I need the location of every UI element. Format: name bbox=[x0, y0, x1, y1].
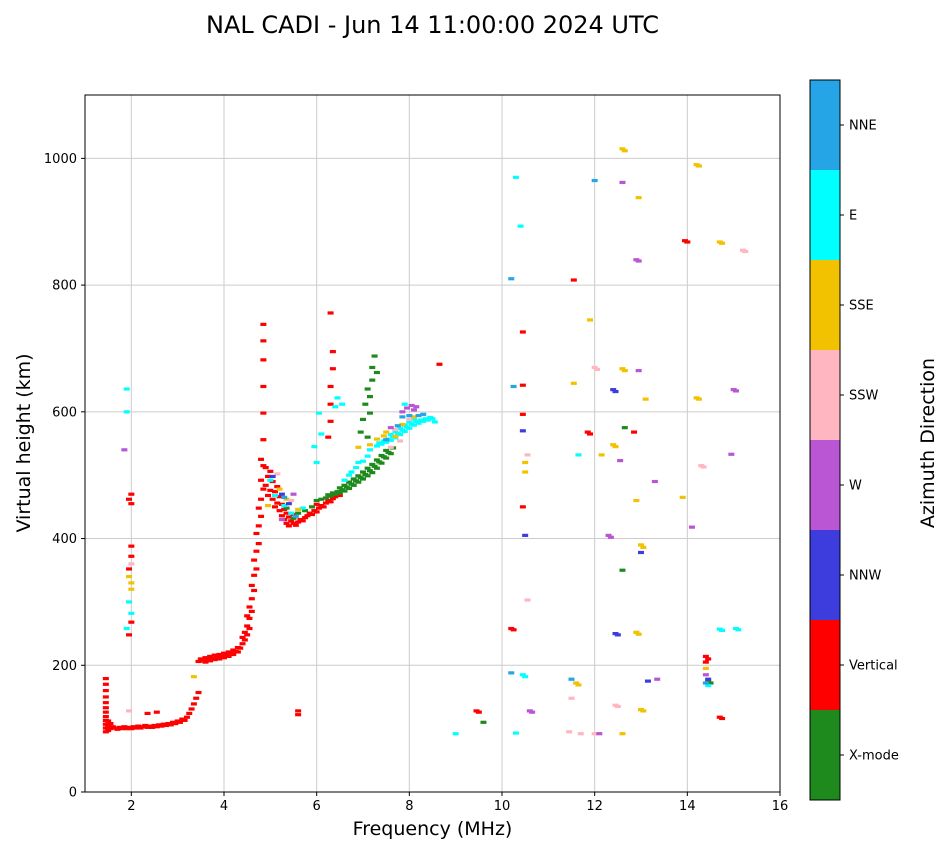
plot-frame bbox=[84, 94, 781, 793]
svg-text:14: 14 bbox=[679, 799, 696, 814]
svg-text:12: 12 bbox=[586, 799, 603, 814]
svg-text:SSE: SSE bbox=[849, 299, 874, 314]
series-nne bbox=[281, 178, 709, 685]
series-sse bbox=[126, 147, 726, 736]
svg-text:800: 800 bbox=[52, 279, 77, 294]
svg-text:E: E bbox=[849, 209, 857, 224]
series-ssw bbox=[126, 248, 749, 736]
series-vertical bbox=[102, 239, 726, 734]
svg-text:SSW: SSW bbox=[849, 389, 879, 404]
svg-text:4: 4 bbox=[220, 799, 228, 814]
chart-title: NAL CADI - Jun 14 11:00:00 2024 UTC bbox=[205, 11, 660, 39]
y-axis-ticks: 0 200 400 600 800 1000 bbox=[44, 152, 85, 801]
series-e bbox=[123, 175, 742, 736]
azimuth-colorbar: NNE E SSE SSW W NNW Vertical X-mode bbox=[809, 79, 899, 801]
svg-text:1000: 1000 bbox=[44, 152, 77, 167]
x-axis-label: Frequency (MHz) bbox=[352, 818, 513, 840]
svg-text:200: 200 bbox=[52, 659, 77, 674]
svg-text:400: 400 bbox=[52, 532, 77, 547]
svg-text:6: 6 bbox=[313, 799, 321, 814]
svg-text:600: 600 bbox=[52, 405, 77, 420]
svg-text:NNW: NNW bbox=[849, 569, 881, 584]
grid-lines bbox=[85, 95, 781, 793]
svg-text:X-mode: X-mode bbox=[849, 749, 899, 764]
svg-text:W: W bbox=[849, 479, 862, 494]
series-x-mode bbox=[283, 354, 714, 724]
svg-text:0: 0 bbox=[69, 786, 77, 801]
x-axis-ticks: 2 4 6 8 10 12 14 16 bbox=[127, 792, 788, 814]
svg-text:2: 2 bbox=[127, 799, 135, 814]
svg-text:8: 8 bbox=[405, 799, 413, 814]
series-nnw bbox=[269, 388, 712, 683]
series-w bbox=[121, 180, 739, 736]
scatter-points bbox=[102, 147, 749, 736]
svg-text:NNE: NNE bbox=[849, 119, 877, 134]
svg-text:Vertical: Vertical bbox=[849, 659, 898, 674]
svg-text:16: 16 bbox=[772, 799, 789, 814]
svg-text:10: 10 bbox=[494, 799, 511, 814]
